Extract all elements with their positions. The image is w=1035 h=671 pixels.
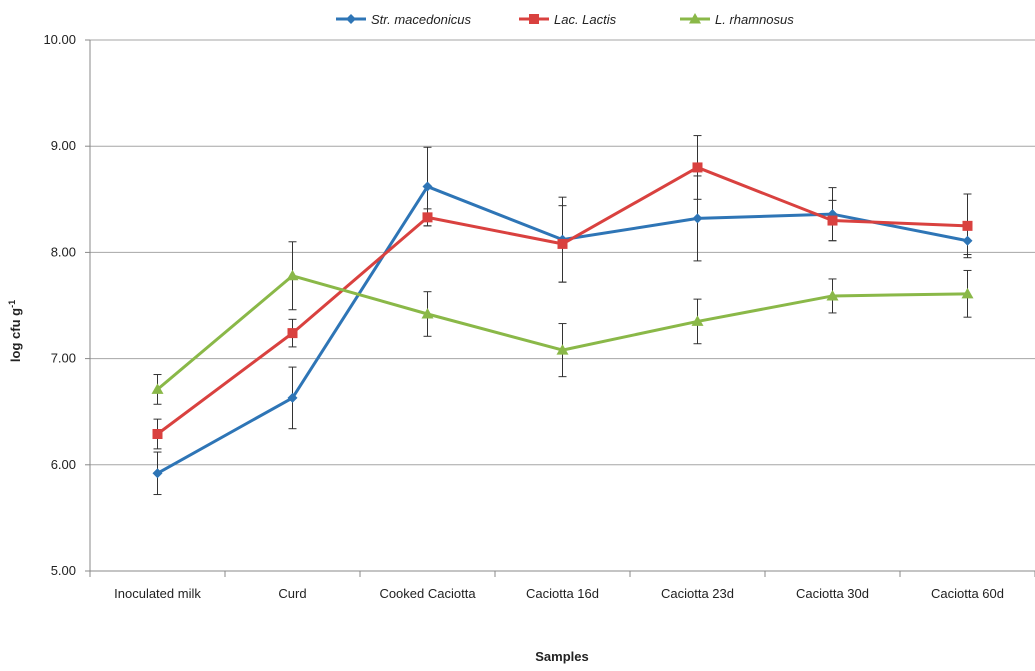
x-tick-label: Inoculated milk (114, 586, 201, 601)
legend: Str. macedonicus Lac. Lactis L. rhamnosus (336, 12, 794, 27)
y-tick-label: 9.00 (51, 138, 76, 153)
legend-label: Str. macedonicus (371, 12, 471, 27)
legend-swatch-marker (346, 14, 356, 24)
x-tick-label: Caciotta 30d (796, 586, 869, 601)
data-point (962, 220, 973, 231)
y-axis-title-main: log cfu g (8, 308, 23, 362)
series-markers (151, 162, 974, 479)
y-tick-label: 6.00 (51, 457, 76, 472)
legend-swatch-marker (529, 14, 539, 24)
data-point (421, 307, 434, 319)
legend-item: Str. macedonicus (336, 12, 471, 27)
y-tick-labels: 5.00 6.00 7.00 8.00 9.00 10.00 (43, 32, 76, 578)
x-tick-label: Caciotta 23d (661, 586, 734, 601)
data-point (152, 429, 163, 440)
data-point (422, 212, 433, 223)
legend-item: Lac. Lactis (519, 12, 617, 27)
data-point (152, 468, 163, 479)
data-point (691, 315, 704, 326)
legend-item: L. rhamnosus (680, 12, 794, 27)
y-tick-label: 8.00 (51, 244, 76, 259)
x-tick-label: Curd (278, 586, 306, 601)
y-axis-title: log cfu g-1 (7, 300, 23, 362)
x-tick-label: Cooked Caciotta (379, 586, 476, 601)
data-point (961, 287, 974, 299)
data-point (556, 344, 569, 355)
legend-swatch-marker (689, 13, 701, 24)
x-tick-label: Caciotta 16d (526, 586, 599, 601)
data-point (557, 238, 568, 249)
x-tick-labels: Inoculated milk Curd Cooked Caciotta Caciot… (114, 586, 1004, 601)
data-point (151, 383, 164, 394)
legend-label: L. rhamnosus (715, 12, 794, 27)
data-point (286, 269, 299, 281)
data-point (827, 215, 838, 226)
y-tick-label: 10.00 (43, 32, 76, 47)
data-point (287, 328, 298, 339)
y-axis-title-superscript: -1 (7, 300, 17, 308)
x-axis-title: Samples (535, 649, 588, 664)
data-point (422, 181, 433, 192)
axes (85, 39, 1035, 577)
y-tick-label: 7.00 (51, 351, 76, 366)
data-point (287, 392, 298, 403)
data-point (692, 162, 703, 173)
error-bars (153, 135, 972, 496)
data-point (826, 289, 839, 301)
data-point (962, 235, 973, 246)
data-point (692, 213, 703, 224)
x-tick-label: Caciotta 60d (931, 586, 1004, 601)
y-tick-label: 5.00 (51, 563, 76, 578)
legend-label: Lac. Lactis (554, 12, 617, 27)
